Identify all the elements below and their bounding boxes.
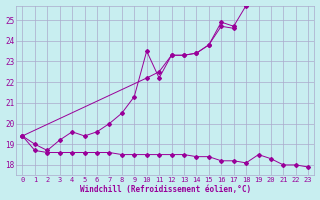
X-axis label: Windchill (Refroidissement éolien,°C): Windchill (Refroidissement éolien,°C) <box>80 185 251 194</box>
